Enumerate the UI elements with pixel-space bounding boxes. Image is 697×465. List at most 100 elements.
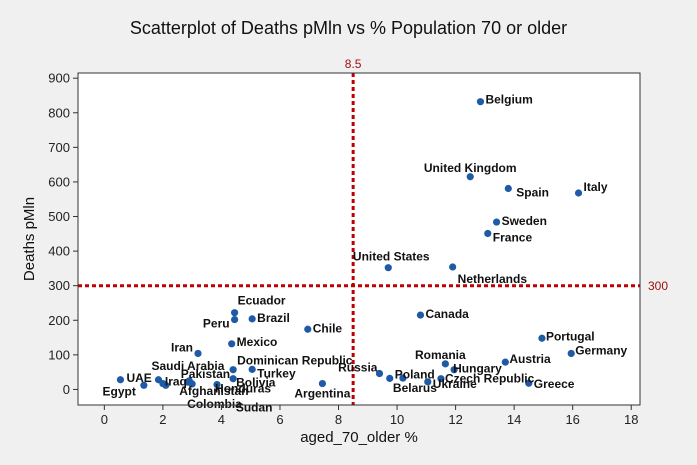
- point-label-netherlands: Netherlands: [458, 272, 528, 286]
- data-point-canada: [416, 311, 425, 319]
- y-tick-label: 100: [48, 347, 70, 362]
- data-point-peru: [230, 315, 239, 324]
- x-tick-label: 6: [276, 412, 283, 427]
- data-point-mexico: [228, 340, 236, 348]
- data-point-honduras: [213, 380, 221, 389]
- data-point-germany: [567, 349, 575, 358]
- data-point-ukraine: [424, 378, 432, 386]
- point-label-ukraine: Ukraine: [433, 377, 477, 391]
- point-label-belgium: Belgium: [485, 93, 532, 107]
- data-point-italy: [574, 189, 583, 197]
- point-label-italy: Italy: [584, 180, 608, 194]
- point-label-colombia: Colombia: [187, 397, 242, 411]
- point-label-argentina: Argentina: [294, 387, 350, 401]
- vertical-reference-label: 8.5: [345, 57, 362, 71]
- point-label-uae: UAE: [126, 371, 151, 385]
- plot-area: [78, 73, 640, 405]
- data-point-egypt: [140, 381, 148, 389]
- y-tick-label: 700: [48, 140, 70, 155]
- point-label-honduras: Honduras: [215, 382, 271, 396]
- point-label-hungary: Hungary: [453, 362, 502, 376]
- y-tick-label: 900: [48, 71, 70, 86]
- x-axis-title: aged_70_older %: [300, 429, 418, 446]
- point-label-belarus: Belarus: [393, 381, 437, 395]
- point-label-peru: Peru: [203, 317, 230, 331]
- data-point-greece: [525, 379, 533, 387]
- x-tick-label: 4: [218, 412, 225, 427]
- point-label-egypt: Egypt: [103, 384, 136, 398]
- x-tick-label: 0: [101, 412, 108, 427]
- data-point-sweden: [492, 218, 501, 226]
- data-point-spain: [504, 184, 512, 193]
- point-label-turkey: Turkey: [257, 366, 296, 380]
- data-point-chile: [304, 325, 312, 333]
- horizontal-reference-label: 300: [648, 279, 668, 293]
- data-point-argentina: [318, 379, 327, 388]
- x-tick-label: 14: [507, 412, 521, 427]
- point-label-austria: Austria: [509, 352, 551, 366]
- point-label-spain: Spain: [516, 186, 549, 200]
- x-tick-label: 12: [448, 412, 462, 427]
- point-label-russia: Russia: [338, 361, 378, 375]
- data-point-ecuador: [230, 309, 239, 317]
- data-point-bolivia: [229, 375, 237, 383]
- y-axis-title: Deaths pMln: [21, 197, 38, 281]
- x-tick-label: 16: [565, 412, 579, 427]
- point-label-sweden: Sweden: [502, 214, 547, 228]
- y-tick-label: 300: [48, 278, 70, 293]
- point-label-germany: Germany: [575, 343, 627, 357]
- y-tick-label: 400: [48, 244, 70, 259]
- point-label-romania: Romania: [415, 348, 466, 362]
- point-label-bolivia: Bolivia: [236, 376, 276, 390]
- data-point-france: [484, 229, 492, 238]
- data-point-belgium: [476, 98, 485, 106]
- point-label-greece: Greece: [534, 377, 575, 391]
- point-label-iran: Iran: [171, 340, 193, 354]
- data-point-hungary: [450, 366, 458, 374]
- point-label-dominican-republic: Dominican Republic: [237, 354, 353, 368]
- x-tick-label: 8: [335, 412, 342, 427]
- data-point-iran: [194, 349, 202, 358]
- data-point-russia: [375, 369, 384, 378]
- point-label-canada: Canada: [425, 307, 469, 321]
- point-label-saudi-arabia: Saudi Arabia: [151, 359, 224, 373]
- point-label-mexico: Mexico: [237, 335, 278, 349]
- point-label-pakistan: Pakistan: [181, 367, 230, 381]
- data-point-romania: [441, 360, 449, 368]
- x-tick-label: 10: [390, 412, 404, 427]
- chart-title: Scatterplot of Deaths pMln vs % Populati…: [129, 18, 568, 38]
- point-label-afghanistan: Afghanistan: [179, 384, 248, 398]
- x-tick-label: 2: [159, 412, 166, 427]
- data-point-portugal: [538, 334, 546, 342]
- point-label-chile: Chile: [313, 321, 343, 335]
- point-label-ecuador: Ecuador: [238, 294, 286, 308]
- data-point-belarus: [399, 374, 407, 382]
- point-label-iraq: Iraq: [165, 375, 187, 389]
- data-point-brazil: [248, 315, 256, 323]
- y-tick-label: 800: [48, 105, 70, 120]
- data-point-austria: [501, 358, 509, 366]
- point-label-portugal: Portugal: [546, 329, 595, 343]
- point-label-poland: Poland: [395, 367, 435, 381]
- data-point-turkey: [248, 365, 256, 373]
- data-point-united-kingdom: [466, 173, 474, 181]
- data-point-netherlands: [449, 263, 457, 271]
- data-point-sudan: [162, 381, 170, 389]
- point-label-france: France: [493, 230, 533, 244]
- data-point-dominican-republic: [229, 366, 237, 374]
- point-label-czech-republic: Czech Republic: [445, 372, 535, 386]
- data-point-poland: [386, 374, 394, 382]
- x-tick-label: 18: [624, 412, 638, 427]
- y-tick-label: 600: [48, 174, 70, 189]
- data-point-united-states: [384, 264, 392, 272]
- data-point-uae: [116, 376, 125, 384]
- point-label-united-kingdom: United Kingdom: [424, 161, 517, 175]
- point-label-united-states: United States: [353, 250, 430, 264]
- data-point-czech-republic: [437, 375, 445, 383]
- point-label-sudan: Sudan: [236, 400, 273, 414]
- plot-frame: [77, 72, 641, 406]
- y-tick-label: 0: [63, 382, 70, 397]
- data-point-colombia: [188, 380, 196, 388]
